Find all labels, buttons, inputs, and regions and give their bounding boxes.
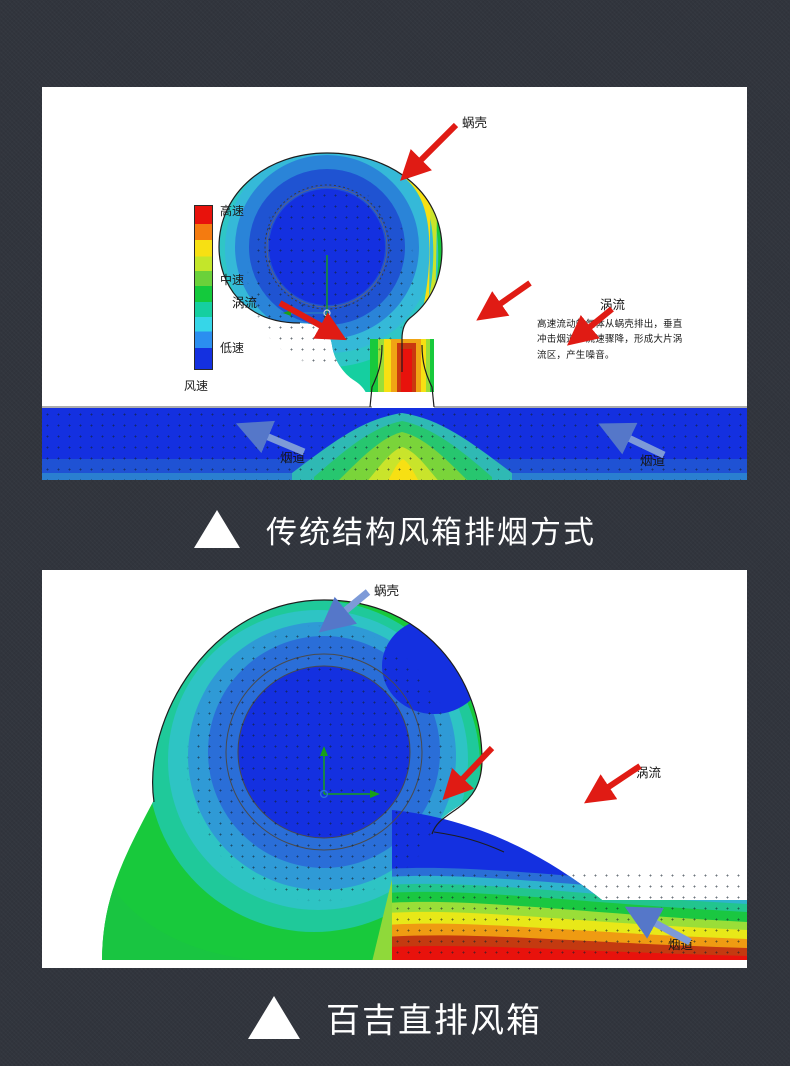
label-vortex-left: 涡流 xyxy=(232,295,258,310)
blue-arrow-icon xyxy=(318,589,371,633)
label-volute: 蜗壳 xyxy=(374,583,400,598)
red-arrow-icon xyxy=(584,763,642,804)
red-arrow-icon xyxy=(442,745,495,801)
cfd-figure-traditional: 高速 中速 低速 风速 高速流动的气体从蜗壳排出，垂直冲击烟道，流速骤降，形成大… xyxy=(42,87,747,480)
red-arrow-icon xyxy=(566,306,614,346)
caption-text: 百吉直排风箱 xyxy=(326,1000,542,1041)
label-vortex-right: 涡流 xyxy=(600,297,626,312)
blue-arrow-icon xyxy=(235,420,306,456)
legend-label-low: 低速 xyxy=(220,341,245,355)
red-arrow-icon xyxy=(476,280,532,321)
annotation-note: 高速流动的气体从蜗壳排出，垂直冲击烟道，流速骤降，形成大片涡流区，产生噪音。 xyxy=(534,315,690,366)
legend-label-mid: 中速 xyxy=(220,273,245,287)
triangle-up-icon xyxy=(194,510,240,548)
legend-title: 风速 xyxy=(184,379,209,393)
cfd-panel-traditional: 高速 中速 低速 风速 高速流动的气体从蜗壳排出，垂直冲击烟道，流速骤降，形成大… xyxy=(42,87,747,480)
callout-arrows xyxy=(318,589,692,946)
caption-text: 传统结构风箱排烟方式 xyxy=(266,514,596,551)
callout-arrows xyxy=(235,122,666,459)
legend-label-high: 高速 xyxy=(220,204,245,218)
blue-arrow-icon xyxy=(624,906,692,946)
label-volute: 蜗壳 xyxy=(462,115,488,130)
cfd-panel-baiji: 高速 中速 低速 风速 高速流动的气体从蜗壳排出后，顺畅流入烟道，流速均匀，只在… xyxy=(42,570,747,968)
triangle-up-icon xyxy=(248,995,300,1039)
legend-colorbar xyxy=(194,205,213,370)
cfd-figure-baiji: 高速 中速 低速 风速 高速流动的气体从蜗壳排出后，顺畅流入烟道，流速均匀，只在… xyxy=(42,570,747,968)
red-arrow-icon xyxy=(400,122,459,181)
red-arrow-icon xyxy=(278,300,347,341)
blue-arrow-icon xyxy=(598,422,666,459)
label-vortex-right: 涡流 xyxy=(636,765,662,780)
caption-baiji: 百吉直排风箱 xyxy=(0,982,790,1052)
caption-traditional: 传统结构风箱排烟方式 xyxy=(0,498,790,560)
label-flue-left: 烟道 xyxy=(280,450,306,465)
label-flue-right: 烟道 xyxy=(640,453,666,468)
